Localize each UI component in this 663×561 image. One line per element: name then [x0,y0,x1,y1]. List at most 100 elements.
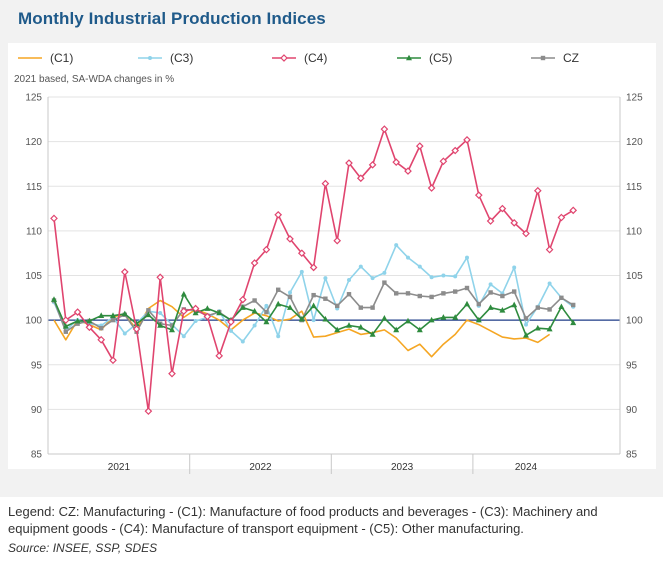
data-point [346,322,352,328]
y-tick-label-left: 105 [25,271,42,282]
x-year-label: 2021 [108,462,131,473]
data-point [335,303,340,309]
data-point [287,304,293,310]
data-point [321,179,330,188]
data-point [370,305,375,310]
data-point [298,315,305,322]
data-point [464,300,470,307]
data-point [98,312,105,318]
data-point [465,255,469,260]
data-point [571,302,576,308]
data-point [74,317,81,324]
data-point [227,318,235,326]
data-point [323,296,328,301]
data-point [394,291,399,296]
data-point [406,54,412,61]
data-point [429,275,434,280]
data-point [252,323,257,328]
data-point [334,326,341,333]
data-point [61,316,70,324]
data-point [216,309,223,316]
data-point [416,326,423,333]
data-point [463,135,471,144]
data-point [148,56,152,60]
y-tick-label-left: 100 [25,316,42,327]
data-point [452,314,459,320]
data-point [464,285,470,291]
data-point [476,301,481,307]
legend-item-cz[interactable]: CZ [531,51,579,65]
data-point [347,277,351,282]
data-point [169,323,175,328]
data-point [488,290,493,295]
legend-item-c1[interactable]: (C1) [18,51,73,65]
data-point [99,325,104,331]
y-tick-label-right: 125 [626,93,643,104]
data-point [156,273,165,282]
data-point [86,317,93,324]
y-tick-label-right: 120 [626,137,643,148]
data-point [500,293,505,299]
data-point [191,304,200,313]
data-point [62,323,69,329]
data-point [356,174,365,183]
data-point [264,309,269,315]
legend-item-c3[interactable]: (C3) [138,51,193,65]
data-point [286,235,294,243]
data-point [252,298,257,303]
data-point [121,310,128,317]
data-point [229,328,233,333]
data-point [499,307,506,313]
data-point [540,55,546,61]
data-point [535,305,540,310]
data-point [280,54,288,62]
data-point [110,317,116,323]
chart-legend[interactable]: (C1) (C3) (C4) (C5) CZ [18,51,579,65]
data-point [275,300,282,307]
data-point [238,295,247,304]
legend-label: (C4) [304,51,327,65]
data-point [534,324,541,331]
data-point [276,334,281,339]
data-point [193,319,198,324]
data-point [240,339,245,344]
data-point [251,307,258,314]
legend-item-c5[interactable]: (C5) [397,51,452,65]
data-point [533,186,542,195]
data-point [357,323,364,330]
data-point [287,294,293,300]
legend-item-c4[interactable]: (C4) [272,51,327,65]
y-tick-label-left: 85 [31,450,43,461]
legend-label: (C1) [50,51,73,65]
data-point [381,315,388,321]
legend-note: Legend: CZ: Manufacturing - (C1): Manufa… [8,504,598,536]
data-point [546,325,553,332]
data-point [239,304,246,310]
data-point [512,289,517,294]
data-point [380,125,389,133]
chart-subtitle: 2021 based, SA-WDA changes in % [14,74,174,85]
y-tick-label-right: 105 [626,271,643,282]
data-point [169,326,175,333]
data-point [475,316,482,323]
data-point [345,159,353,167]
y-tick-label-left: 90 [31,405,43,416]
data-point [310,302,317,309]
data-point [181,334,186,339]
data-point [451,146,460,155]
data-point [441,291,446,296]
data-point [51,296,57,302]
data-point [417,264,422,269]
data-point [192,309,199,316]
y-tick-label-left: 115 [26,182,42,193]
y-tick-label-right: 100 [626,316,643,327]
x-year-label: 2023 [391,462,414,473]
data-point [486,217,495,225]
data-point [453,274,458,279]
data-point [323,276,328,281]
data-point [297,249,306,258]
data-point [498,204,507,213]
data-point [523,316,529,321]
data-point [474,191,483,200]
data-point [346,292,352,297]
